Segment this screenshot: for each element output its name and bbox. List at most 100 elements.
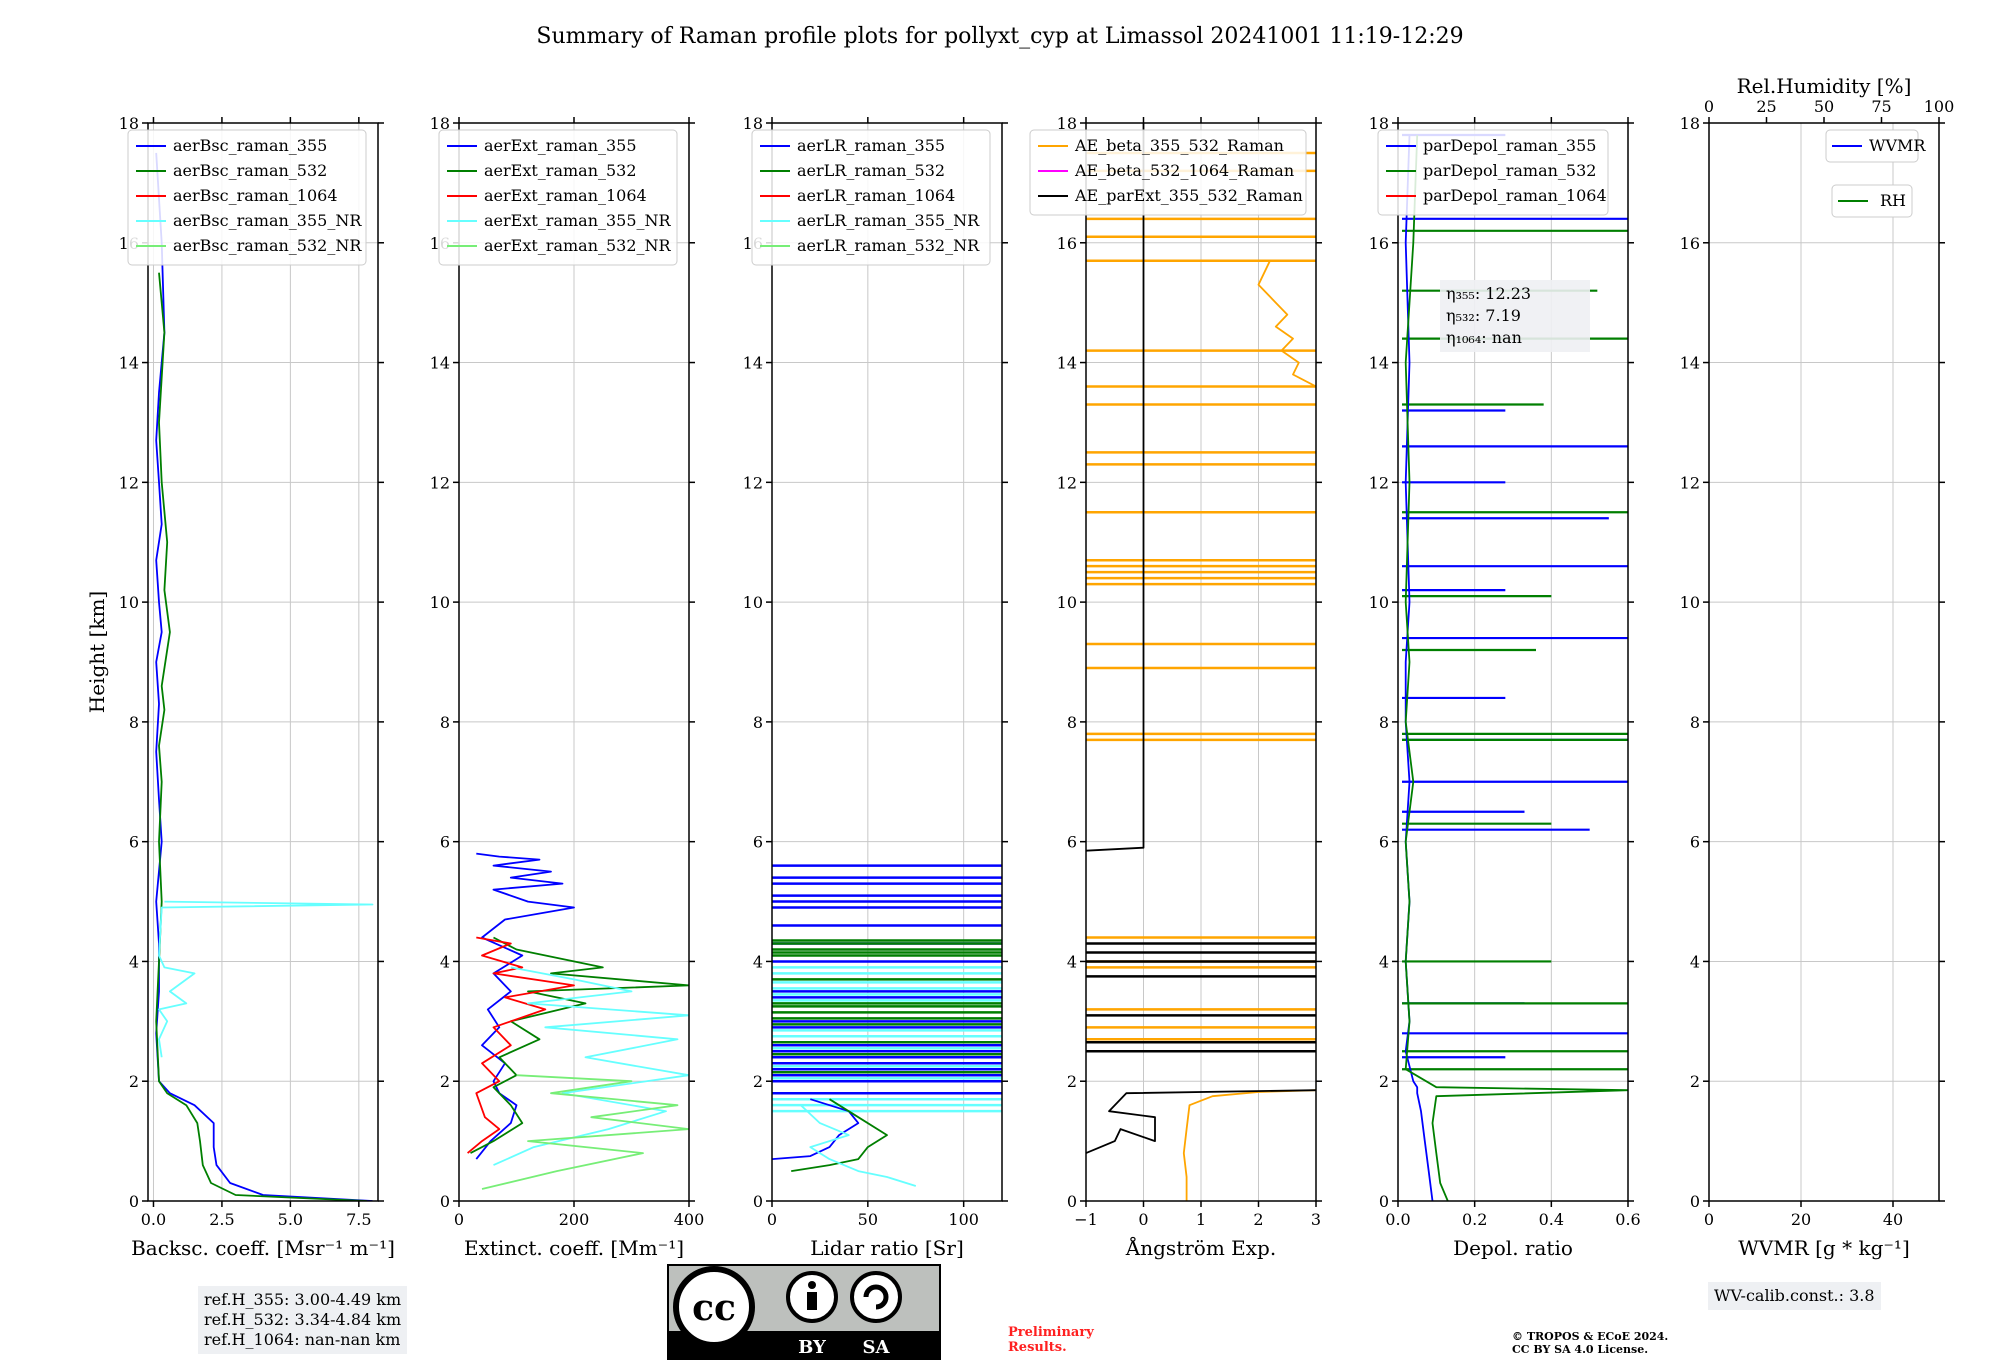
legend-entry: aerExt_raman_532 [484,161,637,180]
series-line-AE_parExt_355_532_Raman_mid [1086,123,1145,852]
y-tick-label: 2 [440,1072,450,1091]
legend: AE_beta_355_532_Raman AE_beta_532_1064_Ra… [1029,129,1307,216]
legend-entry: aerExt_raman_355 [484,136,637,155]
top-x-tick-label: 100 [1924,97,1955,116]
cc-by-label: BY [798,1337,827,1358]
x-tick-label: 0 [1138,1210,1148,1229]
y-tick-label: 18 [1369,114,1389,133]
x-tick-label: 0.4 [1539,1210,1564,1229]
y-tick-label: 14 [1057,354,1077,373]
refh-532: ref.H_532: 3.34-4.84 km [204,1310,402,1329]
by-person-head [808,1281,816,1289]
series-line-aerLR_raman_532 [791,1098,888,1172]
eta-annotation-line: η₃₅₅: 12.23 [1446,284,1531,303]
y-tick-label: 14 [743,354,763,373]
y-tick-label: 10 [1680,593,1700,612]
wv-calibration-box: WV-calib.const.: 3.8 [1708,1282,1881,1310]
y-tick-label: 16 [1680,234,1700,253]
legend-entry: aerLR_raman_1064 [797,186,955,205]
y-tick-label: 14 [430,354,450,373]
legend-frame [1029,129,1307,216]
copyright-line2: CC BY SA 4.0 License. [1512,1343,1648,1356]
series-line-AE_beta_355_532_Raman_upper [1257,260,1316,388]
by-person-body [807,1292,817,1310]
y-tick-label: 4 [1067,952,1077,971]
y-tick-label: 12 [1369,473,1389,492]
series-line-aerBsc_raman_355_NR [158,900,374,1058]
x-tick-label: 5.0 [278,1210,303,1229]
legend-entry: aerBsc_raman_355 [173,136,327,155]
series-line-aerLR_raman_355_NR [800,1104,917,1187]
panel-data [772,864,1002,1187]
cc-icon [673,1266,755,1348]
legend: aerExt_raman_355 aerExt_raman_532 aerExt_r… [438,129,678,266]
eta-annotation: η₃₅₅: 12.23 η₅₃₂: 7.19 η₁₀₆₄: nan [1440,280,1590,352]
y-tick-label: 14 [1680,354,1700,373]
y-tick-label: 8 [1067,713,1077,732]
x-tick-label: 2.5 [209,1210,234,1229]
reference-height-box: ref.H_355: 3.00-4.49 km ref.H_532: 3.34-… [198,1286,408,1354]
legend-entry: aerExt_raman_1064 [484,186,647,205]
y-tick-label: 10 [119,593,139,612]
panel-5: 0 2 4 6 8 10 12 14 16 18 0.0 0.2 0.4 0.6 Depol. ratio p… [1369,114,1641,1260]
y-tick-label: 4 [129,952,139,971]
panel-data [467,852,689,1190]
cc-sa-label: SA [863,1337,891,1358]
y-tick-label: 12 [743,473,763,492]
series-line-aerBsc_raman_532 [155,272,368,1201]
legend-entry: AE_beta_355_532_Raman [1074,136,1284,155]
legend-entry-rh: RH [1880,191,1906,210]
y-tick-label: 0 [1067,1192,1077,1211]
x-tick-label: 50 [858,1210,878,1229]
y-tick-label: 8 [129,713,139,732]
legend-entry: aerLR_raman_532_NR [797,236,980,255]
series-line-aerBsc_raman_355 [155,152,373,1201]
wv-calib-constant: WV-calib.const.: 3.8 [1714,1286,1875,1305]
y-tick-label: 12 [1680,473,1700,492]
y-tick-label: 18 [119,114,139,133]
x-tick-label: 3 [1311,1210,1321,1229]
legend-entry: AE_parExt_355_532_Raman [1074,186,1303,205]
y-tick-label: 14 [119,354,139,373]
y-tick-label: 8 [440,713,450,732]
legend-frame-rh [1831,184,1913,218]
preliminary-line1: Preliminary [1008,1325,1094,1340]
series-line-aerExt_raman_355_NR [493,966,689,1166]
eta-annotation-box [1440,280,1590,352]
x-tick-label: 0.0 [1385,1210,1410,1229]
legend-entry: aerBsc_raman_1064 [173,186,338,205]
figure-title: Summary of Raman profile plots for polly… [536,24,1463,49]
y-tick-label: 0 [440,1192,450,1211]
top-x-tick-label: 25 [1756,97,1776,116]
cc-license-badge[interactable]: cc BY SA [667,1264,941,1360]
x-tick-label: 400 [674,1210,705,1229]
x-tick-label: 1 [1196,1210,1206,1229]
refh-355: ref.H_355: 3.00-4.49 km [204,1290,402,1309]
x-tick-label: 7.5 [346,1210,371,1229]
top-x-tick-label: 50 [1814,97,1834,116]
top-x-tick-label: 75 [1871,97,1891,116]
x-tick-label: −1 [1074,1210,1098,1229]
y-axis-label: Height [km] [85,591,109,713]
x-axis-label: Backsc. coeff. [Msr⁻¹ m⁻¹] [131,1236,395,1260]
legend-entry: parDepol_raman_532 [1423,161,1596,180]
y-tick-label: 18 [743,114,763,133]
y-tick-label: 6 [1690,833,1700,852]
series-line-aerExt_raman_532 [470,936,689,1154]
y-tick-label: 16 [1369,234,1389,253]
y-tick-label: 18 [1057,114,1077,133]
legend-frame [438,129,678,266]
refh-1064: ref.H_1064: nan-nan km [204,1330,401,1349]
y-tick-label: 14 [1369,354,1389,373]
series-line-parDepol_raman_532 [1404,134,1628,1201]
legend-entry: aerLR_raman_355_NR [797,211,980,230]
x-tick-label: 100 [948,1210,979,1229]
y-tick-label: 2 [129,1072,139,1091]
y-tick-label: 8 [1690,713,1700,732]
legend-entry-wvmr: WVMR [1869,136,1926,155]
x-axis-label: Lidar ratio [Sr] [810,1236,964,1260]
series-line-AE_beta_355_532_Raman [1182,1089,1316,1201]
x-tick-label: 0.2 [1462,1210,1487,1229]
